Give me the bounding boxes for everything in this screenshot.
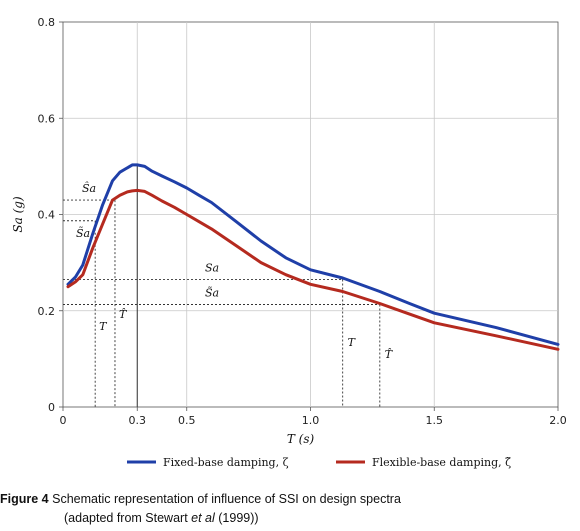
y-tick-label: 0.8 — [38, 16, 56, 29]
x-tick-label: 0.3 — [129, 414, 147, 427]
annotation-label: T — [348, 336, 357, 349]
x-axis-title: T (s) — [287, 432, 315, 446]
annotation-label: Ŝa — [82, 181, 96, 195]
annotation-label: T̂ — [119, 308, 128, 321]
caption-text-2-post: (1999)) — [214, 511, 259, 525]
chart-figure: 0 0.3 0.5 1.0 1.5 2.0 0 0.2 0.4 0.6 0.8 Ŝa S̃a Sa S̃a T… — [11, 16, 567, 469]
y-axis-title: Sa (g) — [11, 196, 25, 233]
caption-line-2: (adapted from Stewart et al (1999)) — [0, 509, 580, 528]
series-line-fixed-base — [66, 163, 560, 346]
y-tick-label: 0.6 — [38, 112, 56, 125]
annotation-label: T̂ — [385, 348, 394, 361]
series-line-flexible-base — [66, 188, 560, 351]
legend-label: Fixed-base damping, ζ — [163, 456, 289, 469]
annotation-label: S̃a — [76, 227, 90, 240]
y-tick-label: 0.2 — [38, 305, 56, 318]
annotation-label: S̃a — [205, 286, 219, 299]
caption-text-2-pre: (adapted from Stewart — [64, 511, 192, 525]
figure-label: Figure 4 — [0, 492, 49, 506]
y-tick-label: 0 — [48, 401, 55, 414]
annotation-label: T — [99, 320, 108, 333]
caption-text-2-em: et al — [191, 511, 215, 525]
x-tick-label: 1.5 — [426, 414, 444, 427]
annotation-label: Sa — [205, 261, 219, 274]
x-tick-label: 1.0 — [302, 414, 320, 427]
caption-line-1: Figure 4 Schematic representation of inf… — [0, 490, 580, 509]
chart-svg: 0 0.3 0.5 1.0 1.5 2.0 0 0.2 0.4 0.6 0.8 Ŝa S̃a Sa S̃a T… — [11, 16, 567, 469]
legend-label: Flexible-base damping, ζ̃ — [372, 456, 511, 469]
caption-text-1: Schematic representation of influence of… — [52, 492, 401, 506]
figure-caption: Figure 4 Schematic representation of inf… — [0, 490, 580, 528]
x-tick-label: 2.0 — [549, 414, 567, 427]
x-tick-label: 0 — [60, 414, 67, 427]
y-tick-label: 0.4 — [38, 209, 56, 222]
x-tick-label: 0.5 — [178, 414, 196, 427]
